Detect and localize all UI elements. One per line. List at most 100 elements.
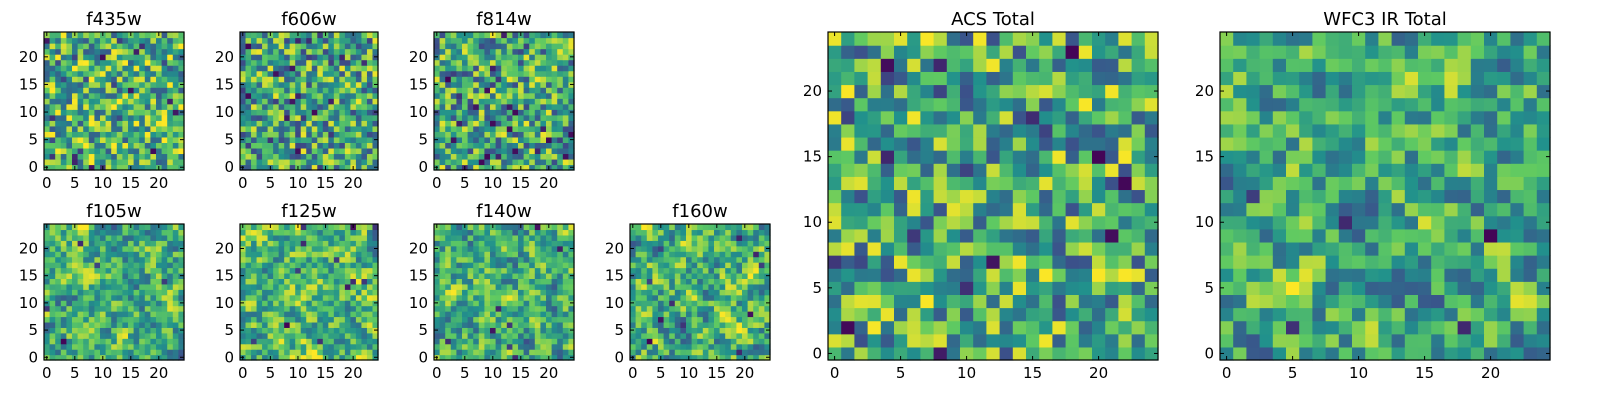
heatmap-cell	[273, 349, 280, 356]
heatmap-cell	[77, 262, 84, 269]
heatmap-cell	[663, 305, 670, 312]
heatmap-cell	[495, 65, 502, 72]
heatmap-cell	[251, 332, 258, 339]
heatmap-cell	[933, 202, 948, 217]
heatmap-cell	[245, 103, 252, 110]
heatmap-cell	[333, 343, 340, 350]
heatmap-cell	[83, 267, 90, 274]
heatmap-cell	[167, 70, 174, 77]
heatmap-cell	[439, 32, 446, 39]
heatmap-cell	[534, 338, 541, 345]
heatmap-cell	[284, 120, 291, 127]
heatmap-cell	[77, 43, 84, 50]
heatmap-cell	[758, 289, 765, 296]
heatmap-cell	[361, 300, 368, 307]
heatmap-cell	[262, 245, 269, 252]
heatmap-cell	[295, 300, 302, 307]
heatmap-cell	[534, 109, 541, 116]
heatmap-cell	[1092, 189, 1106, 204]
heatmap-cell	[551, 131, 558, 138]
heatmap-cell	[355, 136, 363, 143]
heatmap-cell	[139, 147, 146, 155]
heatmap-cell	[116, 234, 123, 241]
heatmap-cell	[300, 251, 307, 258]
heatmap-cell	[439, 262, 446, 269]
heatmap-cell	[557, 158, 564, 166]
heatmap-cell	[467, 109, 474, 116]
heatmap-cell	[328, 92, 335, 99]
heatmap-cell	[473, 98, 480, 105]
heatmap-cell	[445, 109, 452, 116]
heatmap-cell	[439, 125, 446, 132]
heatmap-cell	[372, 305, 379, 312]
heatmap-cell	[439, 311, 446, 318]
heatmap-cell	[523, 59, 530, 66]
heatmap-cell	[467, 300, 474, 307]
heatmap-cell	[355, 109, 363, 116]
heatmap-cell	[546, 59, 553, 66]
heatmap-cell	[562, 125, 569, 132]
heatmap-cell	[77, 311, 84, 318]
heatmap-cell	[506, 234, 513, 241]
heatmap-cell	[133, 305, 140, 312]
heatmap-cell	[300, 338, 307, 345]
heatmap-cell	[518, 65, 525, 72]
heatmap-cell	[350, 43, 357, 50]
heatmap-cell	[55, 43, 62, 50]
heatmap-cell	[366, 136, 374, 143]
heatmap-cell	[44, 240, 51, 247]
heatmap-cell	[456, 240, 463, 247]
heatmap-cell	[100, 109, 107, 116]
heatmap-cell	[1144, 346, 1159, 361]
heatmap-cell	[450, 332, 457, 339]
heatmap-cell	[546, 240, 553, 247]
heatmap-cell	[562, 70, 569, 77]
heatmap-cell	[478, 158, 485, 166]
heatmap-cell	[841, 281, 855, 295]
heatmap-cell	[372, 65, 379, 72]
heatmap-cell	[66, 142, 73, 149]
heatmap-cell	[523, 229, 530, 236]
heatmap-cell	[144, 142, 151, 149]
heatmap-cell	[306, 267, 313, 274]
heatmap-cell	[557, 267, 564, 274]
heatmap-cell	[506, 87, 513, 94]
heatmap-cell	[646, 300, 653, 307]
heatmap-cell	[456, 289, 463, 296]
heatmap-cell	[933, 307, 948, 322]
heatmap-cell	[156, 59, 163, 66]
heatmap-cell	[83, 92, 90, 99]
heatmap-cell	[267, 300, 274, 307]
heatmap-cell	[484, 136, 491, 143]
heatmap-cell	[122, 59, 129, 66]
heatmap-cell	[66, 321, 73, 328]
heatmap-cell	[473, 32, 480, 39]
heatmap-cell	[240, 332, 247, 339]
heatmap-cell	[100, 316, 107, 323]
heatmap-cell	[66, 37, 73, 44]
heatmap-cell	[652, 338, 659, 345]
heatmap-cell	[652, 234, 659, 241]
heatmap-cell	[311, 262, 318, 269]
heatmap-cell	[562, 54, 569, 61]
heatmap-cell	[506, 349, 513, 356]
heatmap-cell	[708, 349, 715, 356]
heatmap-cell	[867, 176, 882, 191]
heatmap-cell	[747, 321, 754, 328]
heatmap-cell	[529, 37, 536, 44]
heatmap-cell	[328, 125, 335, 132]
heatmap-cell	[344, 300, 351, 307]
heatmap-cell	[273, 327, 280, 334]
heatmap-cell	[361, 37, 368, 44]
heatmap-cell	[245, 251, 252, 258]
heatmap-cell	[450, 54, 457, 61]
heatmap-cell	[150, 158, 157, 166]
heatmap-cell	[88, 229, 95, 236]
heatmap-cell	[434, 349, 441, 356]
heatmap-cell	[691, 278, 698, 285]
heatmap-cell	[686, 349, 693, 356]
heatmap-cell	[289, 305, 296, 312]
heatmap-cell	[300, 32, 307, 39]
heatmap-cell	[256, 158, 263, 166]
heatmap-cell	[133, 43, 140, 50]
